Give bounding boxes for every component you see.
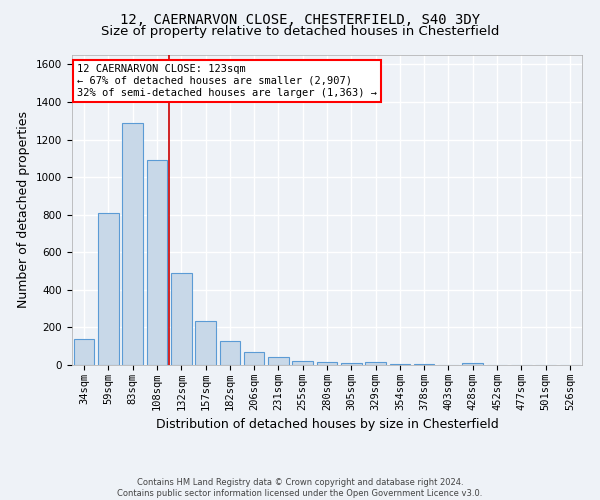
Text: 12, CAERNARVON CLOSE, CHESTERFIELD, S40 3DY: 12, CAERNARVON CLOSE, CHESTERFIELD, S40 … <box>120 12 480 26</box>
Text: 12 CAERNARVON CLOSE: 123sqm
← 67% of detached houses are smaller (2,907)
32% of : 12 CAERNARVON CLOSE: 123sqm ← 67% of det… <box>77 64 377 98</box>
Bar <box>292 361 313 365</box>
Bar <box>365 362 386 365</box>
Bar <box>463 363 483 365</box>
Bar <box>220 340 240 365</box>
Bar <box>146 160 167 365</box>
Bar <box>317 362 337 365</box>
X-axis label: Distribution of detached houses by size in Chesterfield: Distribution of detached houses by size … <box>155 418 499 432</box>
Bar <box>171 273 191 365</box>
Bar <box>389 364 410 365</box>
Bar <box>98 213 119 365</box>
Bar <box>122 122 143 365</box>
Bar <box>244 352 265 365</box>
Bar <box>195 321 216 365</box>
Bar <box>341 364 362 365</box>
Text: Contains HM Land Registry data © Crown copyright and database right 2024.
Contai: Contains HM Land Registry data © Crown c… <box>118 478 482 498</box>
Bar <box>74 338 94 365</box>
Bar <box>414 364 434 365</box>
Y-axis label: Number of detached properties: Number of detached properties <box>17 112 31 308</box>
Text: Size of property relative to detached houses in Chesterfield: Size of property relative to detached ho… <box>101 25 499 38</box>
Bar <box>268 357 289 365</box>
